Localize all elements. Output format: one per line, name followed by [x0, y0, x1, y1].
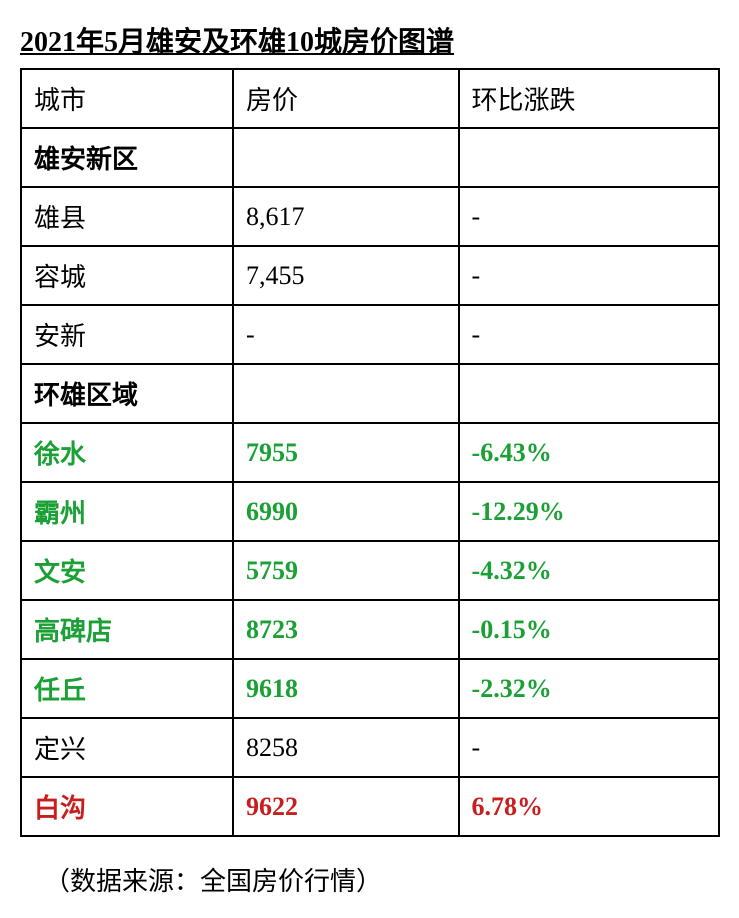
price-cell: 9618 — [233, 659, 458, 718]
table-row: 定兴8258- — [21, 718, 719, 777]
table-row: 文安5759-4.32% — [21, 541, 719, 600]
price-table: 城市房价环比涨跌雄安新区雄县8,617-容城7,455-安新--环雄区域徐水79… — [20, 68, 720, 837]
city-cell: 安新 — [21, 305, 233, 364]
price-cell: 9622 — [233, 777, 458, 836]
change-cell: - — [459, 187, 719, 246]
table-header-row: 城市房价环比涨跌 — [21, 69, 719, 128]
change-cell: - — [459, 305, 719, 364]
table-row: 徐水7955-6.43% — [21, 423, 719, 482]
city-cell: 雄县 — [21, 187, 233, 246]
city-cell: 霸州 — [21, 482, 233, 541]
table-row: 霸州6990-12.29% — [21, 482, 719, 541]
section-row: 雄安新区 — [21, 128, 719, 187]
price-cell: 7,455 — [233, 246, 458, 305]
city-cell: 白沟 — [21, 777, 233, 836]
section-empty-cell — [233, 128, 458, 187]
price-cell: 8,617 — [233, 187, 458, 246]
city-cell: 定兴 — [21, 718, 233, 777]
price-cell: 8723 — [233, 600, 458, 659]
change-cell: -0.15% — [459, 600, 719, 659]
price-cell: 7955 — [233, 423, 458, 482]
table-row: 容城7,455- — [21, 246, 719, 305]
change-cell: - — [459, 246, 719, 305]
section-empty-cell — [459, 364, 719, 423]
price-cell: 5759 — [233, 541, 458, 600]
change-cell: 6.78% — [459, 777, 719, 836]
data-source-note: （数据来源：全国房价行情） — [20, 861, 719, 898]
section-label: 雄安新区 — [21, 128, 233, 187]
page-title: 2021年5月雄安及环雄10城房价图谱 — [20, 20, 719, 60]
change-cell: -2.32% — [459, 659, 719, 718]
city-cell: 文安 — [21, 541, 233, 600]
header-cell-city: 城市 — [21, 69, 233, 128]
section-empty-cell — [459, 128, 719, 187]
table-row: 高碑店8723-0.15% — [21, 600, 719, 659]
city-cell: 任丘 — [21, 659, 233, 718]
section-empty-cell — [233, 364, 458, 423]
header-cell-change: 环比涨跌 — [459, 69, 719, 128]
change-cell: - — [459, 718, 719, 777]
header-cell-price: 房价 — [233, 69, 458, 128]
table-row: 白沟96226.78% — [21, 777, 719, 836]
city-cell: 容城 — [21, 246, 233, 305]
change-cell: -4.32% — [459, 541, 719, 600]
table-row: 安新-- — [21, 305, 719, 364]
table-row: 雄县8,617- — [21, 187, 719, 246]
change-cell: -6.43% — [459, 423, 719, 482]
section-label: 环雄区域 — [21, 364, 233, 423]
price-cell: 6990 — [233, 482, 458, 541]
city-cell: 高碑店 — [21, 600, 233, 659]
city-cell: 徐水 — [21, 423, 233, 482]
section-row: 环雄区域 — [21, 364, 719, 423]
price-cell: 8258 — [233, 718, 458, 777]
change-cell: -12.29% — [459, 482, 719, 541]
price-cell: - — [233, 305, 458, 364]
table-row: 任丘9618-2.32% — [21, 659, 719, 718]
